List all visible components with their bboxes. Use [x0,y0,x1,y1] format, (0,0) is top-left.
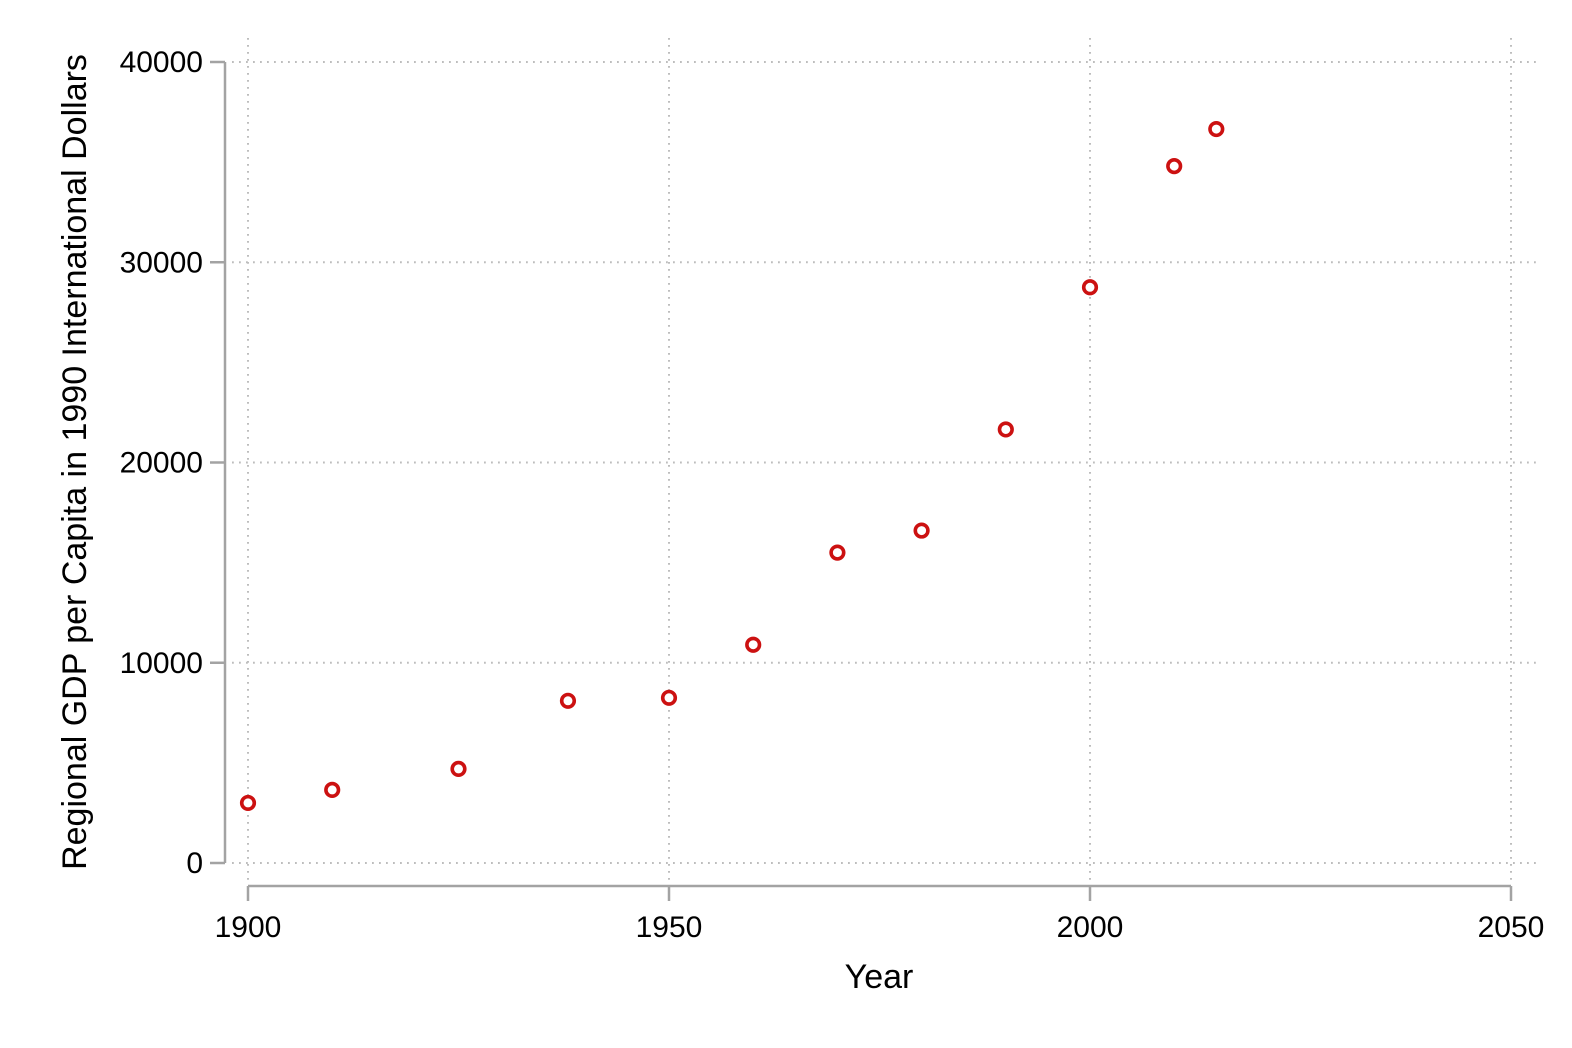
x-tick-label: 1950 [636,911,703,944]
gridlines [232,38,1536,880]
data-point [660,689,678,706]
y-tick-label: 40000 [120,46,203,79]
data-point [913,522,930,539]
y-tick-label: 20000 [120,447,203,480]
data-point [997,421,1014,438]
y-tick-label: 0 [186,847,203,880]
tick-labels: 0 10000 20000 30000 40000 1900 1950 2000 2050 [120,46,1545,944]
x-axis-title: Year [845,958,914,996]
data-point [450,760,467,777]
data-point [745,636,762,653]
data-point [1208,120,1225,138]
data-point [324,781,341,799]
axes [210,60,1513,901]
data-points [239,120,1225,812]
x-tick-label: 1900 [215,911,282,944]
data-point [239,794,257,812]
y-tick-label: 10000 [120,647,203,680]
data-point [829,544,846,561]
y-tick-label: 30000 [120,246,203,279]
x-tick-label: 2000 [1057,911,1124,944]
data-point [1081,279,1099,296]
data-point [559,692,577,709]
x-tick-label: 2050 [1478,911,1545,944]
y-axis-title: Regional GDP per Capita in 1990 Internat… [56,54,94,870]
data-point [1166,158,1183,175]
